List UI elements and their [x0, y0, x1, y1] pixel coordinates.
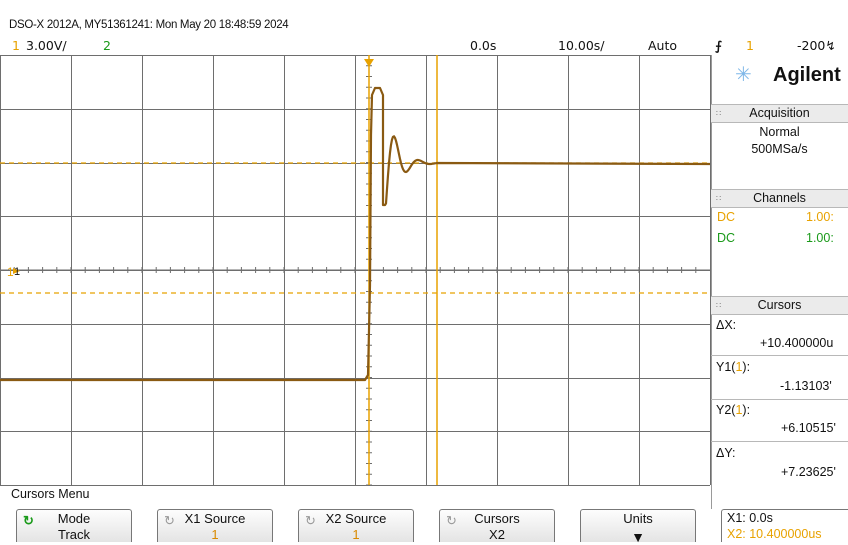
x1-source-softkey[interactable]: ↻ X1 Source 1	[157, 509, 273, 542]
mode-softkey[interactable]: ↻ Mode Track	[16, 509, 132, 542]
trigger-level[interactable]: -200↯	[797, 38, 836, 53]
brand-logo: Agilent	[773, 64, 841, 86]
delta-y-value: +7.23625'	[781, 465, 836, 479]
ground-reference-marker[interactable]: 1 1	[7, 265, 20, 279]
time-reference[interactable]: 0.0s	[470, 38, 497, 53]
x2-readout: X2: 10.400000us	[727, 527, 822, 541]
trigger-position-marker[interactable]	[364, 59, 374, 67]
cursors-title[interactable]: ∷ Cursors	[711, 296, 848, 315]
x2-source-softkey[interactable]: ↻ X2 Source 1	[298, 509, 414, 542]
delta-y-label: ΔY:	[716, 446, 736, 460]
ch1-coupling: DC	[717, 210, 736, 224]
rotate-knob-icon: ↻	[305, 513, 316, 528]
x1-readout: X1: 0.0s	[727, 511, 773, 525]
cursors-softkey[interactable]: ↻ Cursors X2	[439, 509, 555, 542]
cursor-divider	[711, 355, 848, 356]
ch1-waveform	[0, 86, 711, 382]
rotate-knob-icon: ↻	[23, 513, 34, 528]
down-arrow-icon: ▼	[631, 529, 645, 545]
rotate-knob-icon: ↻	[164, 513, 175, 528]
y1-value: -1.13103'	[780, 379, 832, 393]
cursor-readout: X1: 0.0s X2: 10.400000us	[721, 509, 848, 542]
acquisition-mode: Normal	[759, 125, 800, 139]
agilent-spark-icon: ✳	[735, 64, 752, 86]
ch2-marker[interactable]: 2	[103, 38, 111, 53]
cursor-divider	[711, 441, 848, 442]
time-scale[interactable]: 10.00s/	[558, 38, 605, 53]
trigger-mode[interactable]: Auto	[648, 38, 678, 53]
ch1-scale[interactable]: 3.00V/	[26, 38, 67, 53]
delta-x-value: +10.400000u	[760, 336, 834, 350]
menu-title: Cursors Menu	[11, 487, 90, 501]
svg-text:1: 1	[7, 265, 14, 279]
menu-handle-icon: ∷	[716, 194, 722, 203]
ch1-marker[interactable]: 1	[12, 38, 20, 53]
screenshot-header: DSO-X 2012A, MY51361241: Mon May 20 18:4…	[9, 19, 289, 31]
channels-title[interactable]: ∷ Channels	[711, 189, 848, 208]
ch2-probe: 1.00:	[806, 231, 834, 245]
rotate-knob-icon: ↻	[446, 513, 457, 528]
side-panel	[711, 55, 848, 509]
svg-text:1: 1	[14, 266, 20, 278]
acquisition-title[interactable]: ∷ Acquisition	[711, 104, 848, 123]
waveform-display[interactable]: 1 1	[0, 55, 711, 486]
delta-x-label: ΔX:	[716, 318, 737, 332]
y2-label: Y2(1):	[716, 403, 751, 417]
menu-handle-icon: ∷	[716, 109, 722, 118]
cursor-divider	[711, 399, 848, 400]
y2-value: +6.10515'	[781, 421, 836, 435]
ch2-coupling: DC	[717, 231, 736, 245]
y1-label: Y1(1):	[716, 360, 751, 374]
acquisition-rate: 500MSa/s	[751, 142, 808, 156]
trigger-source[interactable]: 1	[746, 38, 754, 53]
menu-handle-icon: ∷	[716, 301, 722, 310]
ch1-probe: 1.00:	[806, 210, 834, 224]
units-softkey[interactable]: Units ▼	[580, 509, 696, 545]
rising-edge-icon: ⨍	[715, 38, 723, 53]
